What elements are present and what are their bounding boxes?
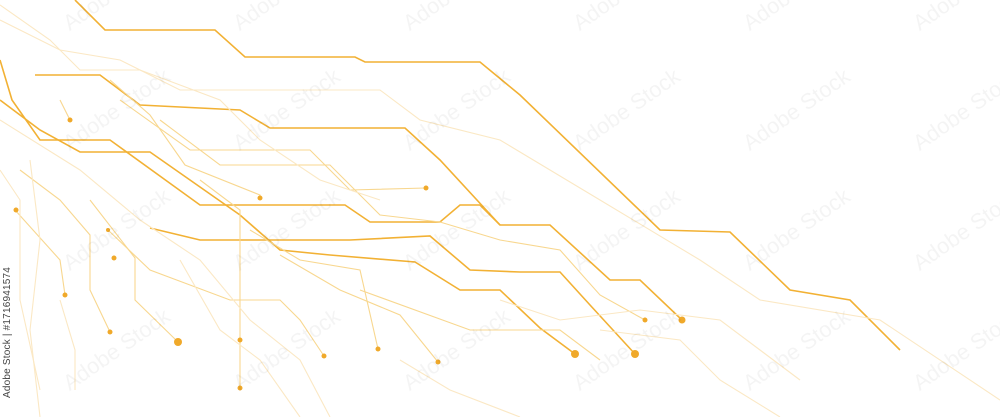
- circuit-node: [678, 316, 686, 324]
- circuit-node: [631, 350, 639, 358]
- circuit-node: [642, 317, 648, 323]
- watermark-text: Adobe Stock: [58, 303, 175, 396]
- watermark-text: Adobe Stock: [228, 63, 345, 156]
- circuit-node: [435, 359, 441, 365]
- circuit-trace: [159, 119, 646, 321]
- watermark-text: Adobe Stock: [398, 183, 515, 276]
- circuit-trace: [399, 359, 521, 417]
- circuit-node: [423, 185, 429, 191]
- circuit-trace: [119, 99, 427, 191]
- circuit-trace: [0, 4, 381, 201]
- circuit-node: [237, 385, 243, 391]
- circuit-trace: [74, 0, 901, 351]
- circuit-trace: [0, 169, 41, 391]
- circuit-node: [107, 329, 113, 335]
- watermark-text: Adobe Stock: [908, 63, 1000, 156]
- watermark-text: Adobe Stock: [568, 183, 685, 276]
- watermark-text: Adobe Stock: [58, 183, 175, 276]
- watermark-text: Adobe Stock: [738, 63, 855, 156]
- circuit-node: [111, 255, 117, 261]
- circuit-node: [571, 350, 579, 358]
- circuit-trace: [199, 179, 241, 388]
- watermark-text: Adobe Stock: [398, 303, 515, 396]
- circuit-trace: [35, 74, 501, 226]
- circuit-trace: [107, 229, 325, 357]
- circuit-trace: [59, 299, 76, 390]
- circuit-trace: [249, 229, 379, 350]
- circuit-trace: [149, 227, 636, 355]
- circuit-trace: [0, 119, 331, 417]
- circuit-trace: [0, 19, 1000, 401]
- circuit-trace: [29, 159, 41, 417]
- circuit-node: [321, 353, 327, 359]
- circuit-trace: [89, 199, 179, 343]
- circuit-node: [13, 207, 19, 213]
- stock-credit: Adobe Stock | #1716941574: [2, 266, 13, 398]
- watermark-text: Adobe Stock: [398, 63, 515, 156]
- circuit-trace: [0, 59, 683, 321]
- watermark-text: Adobe Stock: [568, 63, 685, 156]
- watermark-text: Adobe Stock: [228, 0, 345, 35]
- watermark-text: Adobe Stock: [908, 183, 1000, 276]
- watermark-text: Adobe Stock: [398, 0, 515, 35]
- watermark-text: Adobe Stock: [228, 183, 345, 276]
- circuit-trace: [499, 299, 801, 381]
- watermark-text: Adobe Stock: [738, 0, 855, 35]
- watermark-text: Adobe Stock: [738, 183, 855, 276]
- watermark-text: Adobe Stock: [908, 303, 1000, 396]
- circuit-trace: [59, 99, 71, 121]
- circuit-trace: [599, 329, 781, 417]
- circuit-node: [106, 228, 110, 232]
- circuit-node: [237, 337, 243, 343]
- circuit-node: [257, 195, 263, 201]
- circuit-trace: [179, 259, 301, 417]
- circuit-trace: [279, 254, 439, 363]
- circuit-node: [174, 338, 182, 346]
- circuit-node: [67, 117, 73, 123]
- circuit-trace: [359, 289, 601, 361]
- watermark-text: Adobe Stock: [568, 0, 685, 35]
- circuit-trace: [0, 99, 576, 355]
- circuit-node: [62, 292, 68, 298]
- watermark-text: Adobe Stock: [908, 0, 1000, 35]
- watermark-text: Adobe Stock: [738, 303, 855, 396]
- circuit-node: [375, 346, 381, 352]
- circuit-trace: [19, 169, 111, 333]
- circuit-trace: [14, 209, 66, 296]
- watermark-text: Adobe Stock: [58, 63, 175, 156]
